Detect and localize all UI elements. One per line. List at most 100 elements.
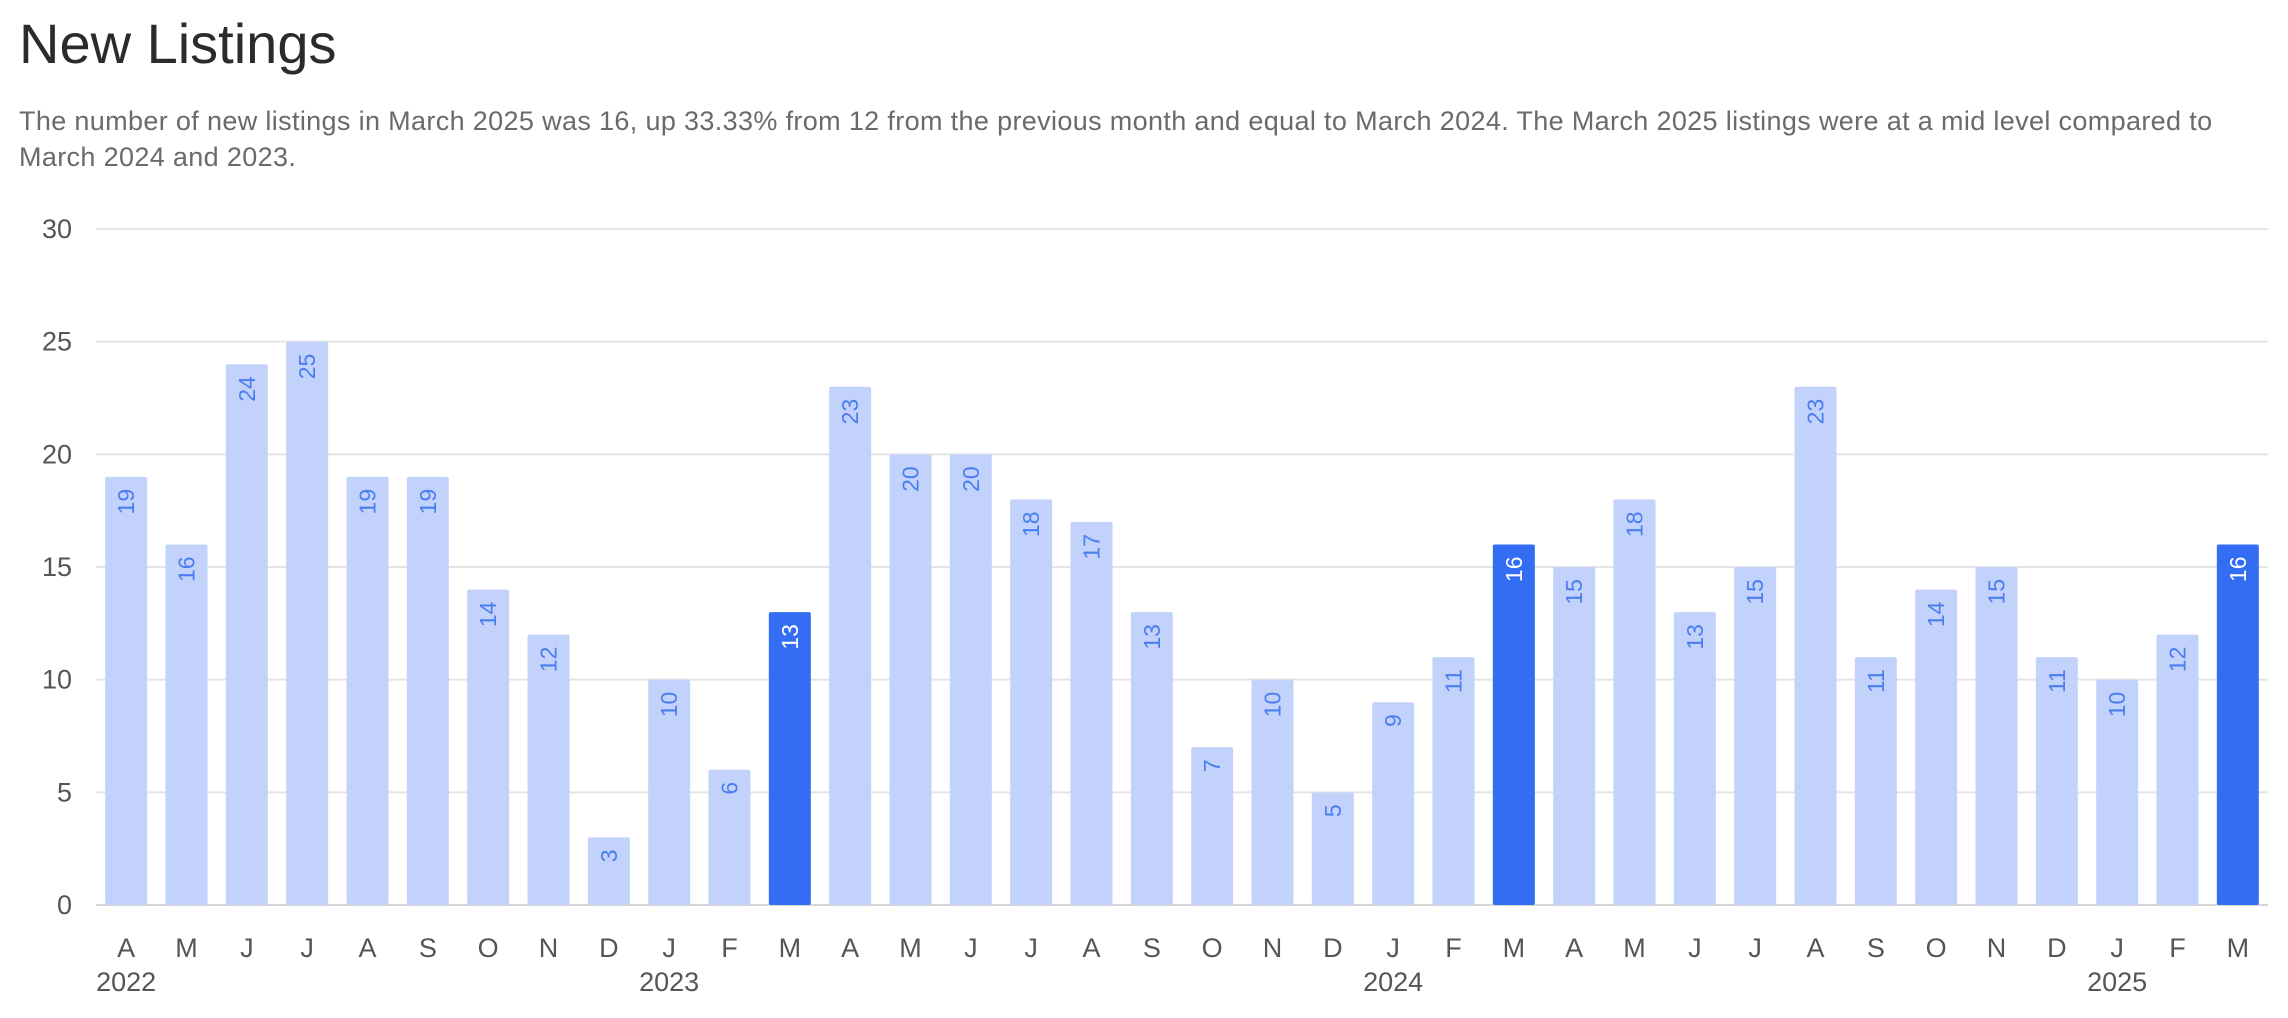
x-tick-label: A: [358, 933, 376, 963]
gridlines: 0 5 10 15 20 25 30: [42, 214, 2268, 920]
y-tick-label: 0: [57, 890, 72, 920]
bar-value-label: 16: [174, 556, 200, 582]
bar[interactable]: [1010, 499, 1053, 905]
bar-value-label: 15: [1561, 579, 1587, 605]
bar-value-label: 13: [1139, 624, 1165, 650]
bar[interactable]: [1432, 657, 1475, 905]
y-tick-label: 15: [42, 552, 72, 582]
bar[interactable]: [1734, 567, 1777, 905]
bar[interactable]: [1311, 792, 1354, 905]
bar-value-label: 3: [596, 849, 622, 862]
x-tick-label: M: [1623, 933, 1646, 963]
x-tick-label: F: [1445, 933, 1462, 963]
x-tick-label: O: [1202, 933, 1223, 963]
bar-value-label: 11: [2044, 669, 2070, 693]
bar-value-label: 7: [1199, 759, 1225, 772]
x-tick-label: J: [2110, 933, 2124, 963]
bar-value-label: 19: [113, 489, 139, 515]
x-tick-label: O: [1926, 933, 1947, 963]
bar[interactable]: [467, 589, 510, 905]
x-tick-label: J: [300, 933, 314, 963]
x-tick-label: A: [117, 933, 135, 963]
x-tick-label: A: [841, 933, 859, 963]
x-tick-label: A: [1806, 933, 1824, 963]
bar[interactable]: [2216, 544, 2259, 905]
bar[interactable]: [829, 386, 872, 905]
bar-value-label: 10: [656, 692, 682, 718]
bar-value-label: 18: [1622, 511, 1648, 537]
x-tick-label: D: [599, 933, 619, 963]
bar-value-label: 11: [1441, 669, 1467, 693]
bar[interactable]: [889, 454, 932, 905]
bar[interactable]: [1613, 499, 1656, 905]
bar[interactable]: [105, 476, 148, 905]
x-tick-label: J: [1688, 933, 1702, 963]
bars: 19 16 24 25 19 19 14 12 3 10 6 13 23 20 20 18 17 13 7 10 5 9 1…: [105, 341, 2259, 906]
x-tick-label: D: [2047, 933, 2067, 963]
bar[interactable]: [587, 837, 630, 905]
bar[interactable]: [165, 544, 208, 905]
bar[interactable]: [1130, 612, 1173, 905]
y-tick-label: 10: [42, 665, 72, 695]
chart-summary: The number of new listings in March 2025…: [19, 106, 2213, 172]
x-year-label: 2022: [96, 967, 156, 997]
x-tick-label: S: [419, 933, 437, 963]
x-axis: A M J J A S O N D J F M A M J J A S O N D J F M A M J J A S O N D J F M 2022…: [96, 933, 2249, 997]
bar[interactable]: [2096, 679, 2139, 905]
x-tick-label: J: [1024, 933, 1038, 963]
bar[interactable]: [1673, 612, 1716, 905]
bar[interactable]: [346, 476, 389, 905]
bar[interactable]: [1553, 567, 1596, 905]
bar[interactable]: [1794, 386, 1837, 905]
x-tick-label: M: [175, 933, 198, 963]
bar[interactable]: [768, 612, 811, 905]
bar-value-label: 10: [2104, 692, 2130, 718]
bar[interactable]: [1854, 657, 1897, 905]
bar[interactable]: [286, 341, 329, 906]
bar[interactable]: [2035, 657, 2078, 905]
bar-value-label: 9: [1380, 714, 1406, 727]
y-tick-label: 30: [42, 214, 72, 244]
bar[interactable]: [2156, 634, 2199, 905]
bar[interactable]: [708, 769, 751, 905]
x-tick-label: O: [478, 933, 499, 963]
bar[interactable]: [527, 634, 570, 905]
bar-value-label: 23: [1803, 399, 1829, 425]
bar[interactable]: [1975, 567, 2018, 905]
y-tick-label: 5: [57, 777, 72, 807]
x-tick-label: M: [779, 933, 802, 963]
bar-value-label: 25: [294, 354, 320, 380]
x-tick-label: J: [662, 933, 676, 963]
x-tick-label: J: [1386, 933, 1400, 963]
x-tick-label: F: [721, 933, 738, 963]
bar[interactable]: [1915, 589, 1958, 905]
bar-value-label: 15: [1984, 579, 2010, 605]
bar[interactable]: [648, 679, 691, 905]
x-tick-label: F: [2169, 933, 2186, 963]
bar-value-label: 13: [777, 624, 803, 650]
bar-value-label: 23: [837, 399, 863, 425]
bar[interactable]: [1492, 544, 1535, 905]
y-tick-label: 25: [42, 327, 72, 357]
bar[interactable]: [1251, 679, 1294, 905]
bar-value-label: 14: [1923, 601, 1949, 627]
x-tick-label: D: [1323, 933, 1343, 963]
bar-value-label: 18: [1018, 511, 1044, 537]
bar[interactable]: [1191, 747, 1234, 905]
bar[interactable]: [949, 454, 992, 905]
bar[interactable]: [406, 476, 449, 905]
bar-value-label: 11: [1863, 669, 1889, 693]
x-tick-label: N: [539, 933, 559, 963]
bar[interactable]: [225, 364, 268, 905]
x-tick-label: A: [1082, 933, 1100, 963]
bar-value-label: 24: [234, 376, 260, 402]
bar[interactable]: [1070, 521, 1113, 905]
bar-value-label: 6: [717, 782, 743, 795]
x-tick-label: J: [240, 933, 254, 963]
bar-value-label: 13: [1682, 624, 1708, 650]
bar-value-label: 16: [2225, 556, 2251, 582]
bar[interactable]: [1372, 702, 1415, 905]
x-tick-label: M: [2227, 933, 2250, 963]
bar-value-label: 14: [475, 601, 501, 627]
